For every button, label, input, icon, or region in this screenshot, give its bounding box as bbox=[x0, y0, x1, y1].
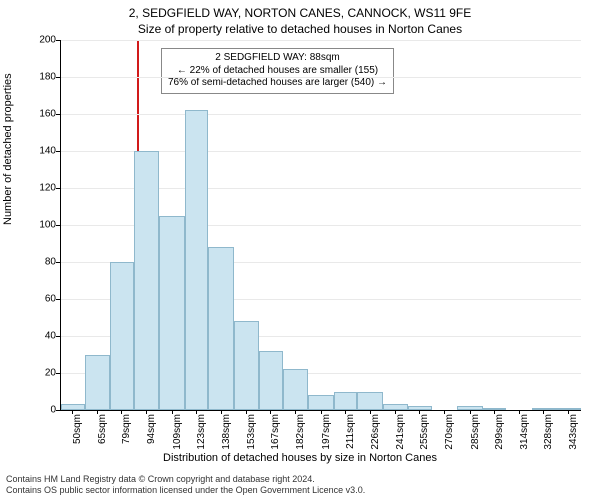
x-tick-label: 285sqm bbox=[470, 414, 481, 454]
y-tick-mark bbox=[56, 188, 60, 189]
histogram-bar bbox=[334, 392, 358, 411]
chart-container: 2, SEDGFIELD WAY, NORTON CANES, CANNOCK,… bbox=[0, 0, 600, 500]
y-tick-label: 120 bbox=[16, 183, 56, 194]
annotation-box: 2 SEDGFIELD WAY: 88sqm ← 22% of detached… bbox=[161, 48, 394, 94]
y-axis-label: Number of detached properties bbox=[2, 73, 14, 225]
y-tick-label: 40 bbox=[16, 331, 56, 342]
y-tick-label: 60 bbox=[16, 294, 56, 305]
chart-title-line1: 2, SEDGFIELD WAY, NORTON CANES, CANNOCK,… bbox=[0, 6, 600, 20]
x-tick-label: 270sqm bbox=[444, 414, 455, 454]
x-tick-label: 299sqm bbox=[494, 414, 505, 454]
y-tick-mark bbox=[56, 77, 60, 78]
gridline bbox=[61, 77, 581, 78]
gridline bbox=[61, 114, 581, 115]
x-tick-label: 182sqm bbox=[295, 414, 306, 454]
histogram-bar bbox=[208, 247, 233, 410]
x-tick-label: 255sqm bbox=[419, 414, 430, 454]
x-tick-label: 94sqm bbox=[146, 414, 157, 454]
histogram-bar bbox=[259, 351, 283, 410]
y-tick-label: 180 bbox=[16, 72, 56, 83]
histogram-bar bbox=[234, 321, 259, 410]
histogram-bar bbox=[61, 404, 85, 410]
y-tick-label: 80 bbox=[16, 257, 56, 268]
annotation-line1: 2 SEDGFIELD WAY: 88sqm bbox=[168, 52, 387, 65]
histogram-bar bbox=[185, 110, 209, 410]
footer-line2: Contains OS public sector information li… bbox=[6, 485, 365, 496]
footer-line1: Contains HM Land Registry data © Crown c… bbox=[6, 474, 365, 485]
y-tick-mark bbox=[56, 373, 60, 374]
x-tick-label: 153sqm bbox=[246, 414, 257, 454]
y-tick-mark bbox=[56, 262, 60, 263]
annotation-line2: ← 22% of detached houses are smaller (15… bbox=[168, 65, 387, 78]
x-tick-label: 50sqm bbox=[72, 414, 83, 454]
x-tick-label: 138sqm bbox=[221, 414, 232, 454]
histogram-bar bbox=[159, 216, 184, 410]
x-tick-label: 226sqm bbox=[370, 414, 381, 454]
y-tick-mark bbox=[56, 40, 60, 41]
y-tick-label: 0 bbox=[16, 405, 56, 416]
x-tick-label: 241sqm bbox=[395, 414, 406, 454]
x-tick-label: 343sqm bbox=[568, 414, 579, 454]
y-tick-mark bbox=[56, 114, 60, 115]
x-tick-label: 328sqm bbox=[543, 414, 554, 454]
histogram-bar bbox=[357, 392, 382, 411]
y-tick-mark bbox=[56, 410, 60, 411]
x-tick-label: 123sqm bbox=[196, 414, 207, 454]
annotation-line3: 76% of semi-detached houses are larger (… bbox=[168, 77, 387, 90]
y-tick-label: 140 bbox=[16, 146, 56, 157]
y-tick-mark bbox=[56, 299, 60, 300]
x-tick-label: 167sqm bbox=[270, 414, 281, 454]
histogram-bar bbox=[110, 262, 134, 410]
x-tick-label: 65sqm bbox=[97, 414, 108, 454]
x-tick-label: 109sqm bbox=[172, 414, 183, 454]
y-tick-label: 20 bbox=[16, 368, 56, 379]
y-tick-mark bbox=[56, 225, 60, 226]
x-tick-label: 314sqm bbox=[519, 414, 530, 454]
chart-title-line2: Size of property relative to detached ho… bbox=[0, 22, 600, 36]
y-tick-label: 160 bbox=[16, 109, 56, 120]
y-tick-label: 200 bbox=[16, 35, 56, 46]
x-tick-label: 79sqm bbox=[121, 414, 132, 454]
histogram-bar bbox=[308, 395, 333, 410]
plot-area: 2 SEDGFIELD WAY: 88sqm ← 22% of detached… bbox=[60, 40, 581, 411]
histogram-bar bbox=[283, 369, 308, 410]
gridline bbox=[61, 40, 581, 41]
histogram-bar bbox=[85, 355, 110, 411]
y-tick-label: 100 bbox=[16, 220, 56, 231]
x-tick-label: 211sqm bbox=[345, 414, 356, 454]
histogram-bar bbox=[134, 151, 159, 410]
y-tick-mark bbox=[56, 336, 60, 337]
y-tick-mark bbox=[56, 151, 60, 152]
footer-attribution: Contains HM Land Registry data © Crown c… bbox=[6, 474, 365, 496]
x-tick-label: 197sqm bbox=[321, 414, 332, 454]
